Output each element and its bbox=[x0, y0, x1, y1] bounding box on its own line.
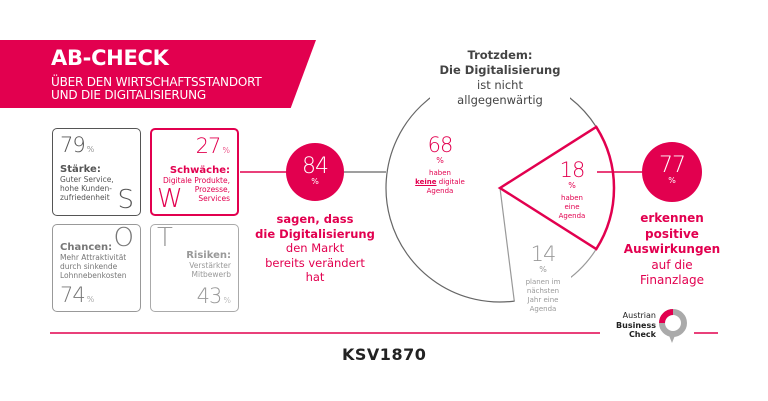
subtitle-line: ÜBER DEN WIRTSCHAFTSSTANDORT bbox=[51, 75, 262, 89]
unit: % bbox=[311, 177, 319, 186]
letter-w: W bbox=[157, 184, 183, 214]
unit: % bbox=[223, 296, 231, 305]
weaknesses-value: 27 bbox=[195, 134, 222, 158]
ksv1870-logo: KSV1870 bbox=[342, 345, 427, 364]
unit: % bbox=[436, 156, 444, 165]
stat-84-circle: 84 % bbox=[286, 143, 344, 201]
stat-84-value: 84 bbox=[302, 154, 329, 179]
stat-84-caption: sagen, dass die Digitalisierung den Mark… bbox=[255, 212, 375, 284]
pie-title: Trotzdem: Die Digitalisierung ist nicht … bbox=[430, 48, 570, 108]
letter-s: S bbox=[117, 185, 134, 215]
austrian-business-check-logo: Austrian Business Check bbox=[616, 311, 656, 339]
slice-value: 14 bbox=[530, 242, 557, 266]
page-title: AB-CHECK bbox=[51, 46, 169, 70]
unit: % bbox=[86, 295, 95, 304]
abc-logo-accent bbox=[659, 309, 674, 324]
abc-logo-tail bbox=[668, 333, 676, 343]
swot-strengths-box: 79% Stärke: Guter Service, hohe Kunden-zu… bbox=[52, 128, 141, 216]
unit: % bbox=[568, 181, 576, 190]
unit: % bbox=[668, 176, 676, 185]
swot-opportunities-box: O Chancen: Mehr Attraktivität durch sinke… bbox=[52, 223, 141, 312]
unit: % bbox=[539, 265, 547, 274]
opportunities-text: Mehr Attraktivität durch sinkende Lohnnebe… bbox=[60, 253, 127, 280]
weaknesses-text: Digitale Produkte, Prozesse, Services bbox=[162, 176, 230, 203]
page-subtitle: ÜBER DEN WIRTSCHAFTSSTANDORT UND DIE DIG… bbox=[51, 76, 262, 102]
threats-value: 43 bbox=[196, 284, 223, 308]
opportunities-value: 74 bbox=[60, 283, 86, 307]
strengths-heading: Stärke: bbox=[60, 164, 101, 175]
slice-14-label: 14 % planen im nächsten Jahr eine Agenda bbox=[515, 244, 571, 314]
weaknesses-heading: Schwäche: bbox=[169, 165, 230, 176]
unit: % bbox=[86, 145, 95, 154]
swot-weaknesses-box: 27% Schwäche: Digitale Produkte, Prozesse… bbox=[150, 128, 239, 216]
slice-68-label: 68 % haben keine digitale Agenda bbox=[410, 135, 470, 196]
threats-text: Verstärkter Mitbewerb bbox=[189, 261, 231, 279]
stat-77-value: 77 bbox=[659, 153, 686, 178]
threats-heading: Risiken: bbox=[186, 250, 231, 261]
strengths-value: 79 bbox=[60, 133, 86, 157]
slice-value: 18 bbox=[559, 158, 586, 182]
stat-77-caption: erkennen positive Auswirkungen auf die F… bbox=[623, 211, 721, 287]
opportunities-heading: Chancen: bbox=[60, 242, 113, 253]
header-banner bbox=[0, 40, 316, 108]
strengths-text: Guter Service, hohe Kunden-zufriedenheit bbox=[60, 175, 114, 202]
letter-t: T bbox=[157, 223, 173, 253]
subtitle-line: UND DIE DIGITALISIERUNG bbox=[51, 88, 206, 102]
swot-threats-box: T Risiken: Verstärkter Mitbewerb 43% bbox=[150, 223, 239, 312]
letter-o: O bbox=[113, 223, 134, 253]
slice-value: 68 bbox=[427, 133, 454, 157]
unit: % bbox=[222, 146, 230, 155]
pie-slice-18 bbox=[497, 125, 616, 251]
slice-18-label: 18 % haben eine Agenda bbox=[547, 160, 597, 221]
stat-77-circle: 77 % bbox=[642, 142, 702, 202]
